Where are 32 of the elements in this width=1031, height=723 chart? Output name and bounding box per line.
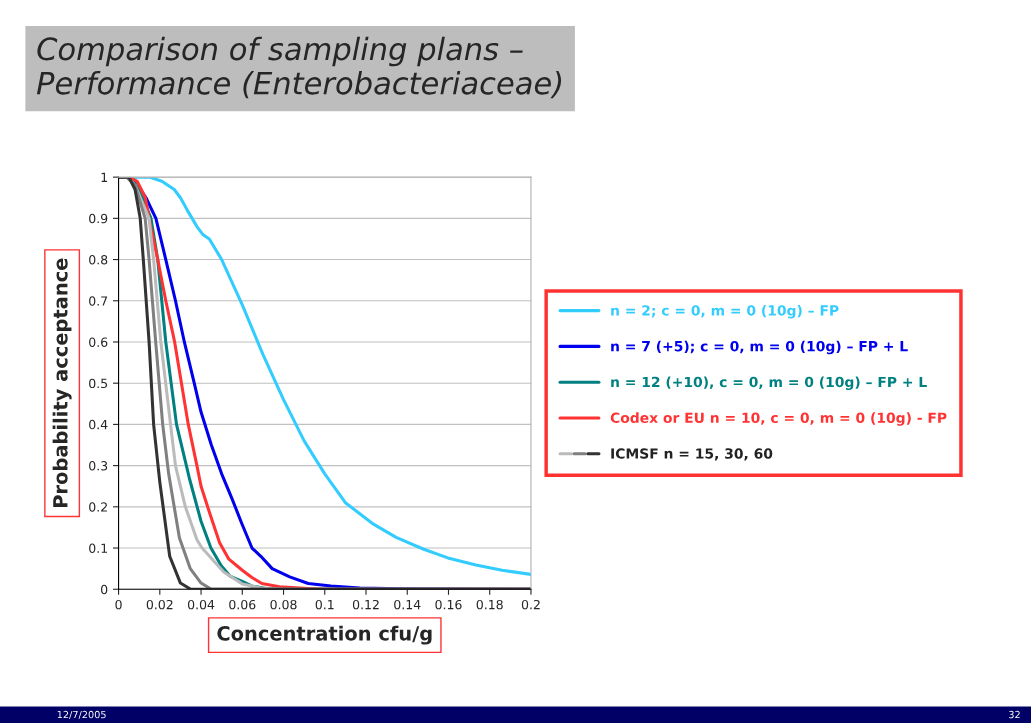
x-tick-label: 0.18: [476, 599, 503, 610]
chart-title: Comparison of sampling plans – Performance (Enterobacteriaceae): [36, 36, 562, 99]
x-axis-title: Concentration cfu/g: [217, 625, 432, 645]
y-tick-label: 0.6: [89, 337, 108, 347]
x-tick-label: 0.16: [435, 599, 462, 610]
y-tick-label: 0.7: [89, 296, 108, 306]
y-tick-label: 0: [101, 584, 108, 595]
text: 32: [1009, 710, 1020, 719]
y-tick-label: 0.2: [89, 502, 107, 512]
x-tick-label: 0.12: [352, 599, 379, 610]
x-tick-label: 0.14: [394, 599, 421, 610]
x-tick-label: 0.1: [315, 599, 334, 610]
legend-label: Codex or EU n = 10, c = 0, m = 0 (10g) - FP: [610, 412, 947, 426]
y-tick-label: 0.8: [89, 255, 108, 265]
y-tick-label: 0.3: [89, 461, 108, 471]
x-tick-label: 0.04: [187, 599, 215, 610]
x-tick-label: 0.02: [146, 599, 173, 610]
y-tick-label: 0.5: [89, 378, 108, 389]
legend-label: n = 2; c = 0, m = 0 (10g) – FP: [611, 304, 839, 319]
text: 12/7/2005: [57, 710, 106, 719]
legend-label: n = 12 (+10), c = 0, m = 0 (10g) – FP + L: [611, 376, 927, 391]
legend-label: n = 7 (+5); c = 0, m = 0 (10g) – FP + L: [611, 340, 908, 355]
x-tick-label: 0.08: [270, 599, 297, 610]
x-tick-label: 0.2: [521, 599, 540, 610]
y-tick-label: 1: [101, 172, 107, 182]
y-tick-label: 0.4: [89, 419, 108, 430]
y-tick-label: 0.9: [89, 213, 108, 224]
x-tick-label: 0: [115, 599, 122, 610]
text: ICMSF n = 15, 30, 60: [611, 448, 773, 461]
x-tick-label: 0.06: [229, 599, 256, 610]
y-axis-title: Probability acceptance: [52, 258, 72, 507]
y-tick-label: 0.1: [89, 543, 107, 553]
